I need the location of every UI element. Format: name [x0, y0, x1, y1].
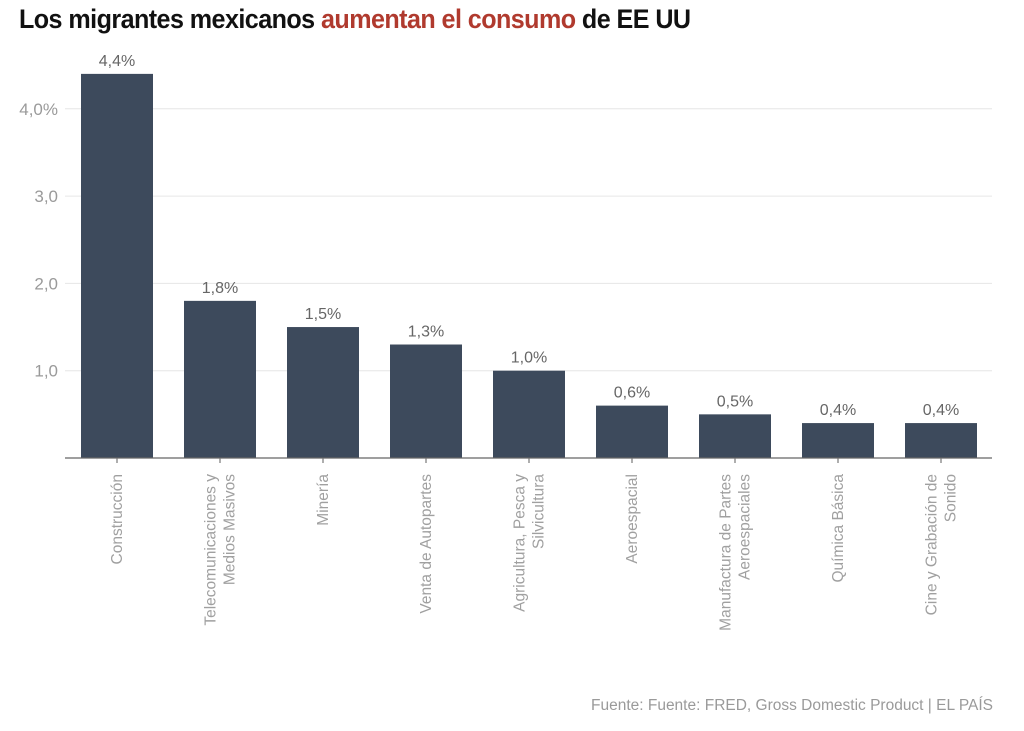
category-label: Sonido	[943, 474, 960, 522]
category-label: Construcción	[109, 474, 126, 564]
data-label: 1,3%	[408, 324, 444, 341]
category-label: Aeroespacial	[624, 474, 641, 564]
category-label: Manufactura de Partes	[718, 474, 735, 631]
category-label-group: Manufactura de Partes Aeroespaciales	[718, 474, 754, 631]
bars	[81, 73, 977, 458]
data-label: 0,4%	[923, 402, 959, 419]
bar	[905, 423, 977, 458]
category-label-group: Química Básica	[830, 474, 847, 583]
title-highlight: aumentan el consumo	[321, 4, 576, 34]
category-label: Venta de Autopartes	[418, 474, 435, 614]
bar	[184, 300, 256, 458]
category-label-group: Cine y Grabación de Sonido	[924, 474, 960, 615]
category-labels: Construcción Telecomunicaciones y Medios M…	[109, 474, 960, 631]
bar	[596, 405, 668, 458]
title-part-1: Los migrantes mexicanos	[19, 4, 322, 34]
bar	[699, 414, 771, 458]
y-tick-label: 3,0	[34, 187, 58, 206]
category-label-group: Agricultura, Pesca y Silvicultura	[512, 474, 548, 612]
data-label: 0,5%	[717, 393, 753, 410]
category-label: Cine y Grabación de	[924, 474, 941, 615]
data-labels: 4,4% 1,8% 1,5% 1,3% 1,0% 0,6% 0,5% 0,4% 0,4%	[99, 53, 959, 419]
data-label: 1,0%	[511, 350, 547, 367]
category-label-group: Construcción	[109, 474, 126, 564]
y-tick-label: 1,0	[34, 362, 58, 381]
y-tick-label: 2,0	[34, 274, 58, 293]
data-label: 0,4%	[820, 402, 856, 419]
bar	[802, 423, 874, 458]
data-label: 1,5%	[305, 306, 341, 323]
category-label-group: Minería	[315, 474, 332, 526]
category-label-group: Venta de Autopartes	[418, 474, 435, 614]
category-label: Telecomunicaciones y	[203, 474, 220, 626]
data-label: 1,8%	[202, 280, 238, 297]
source-note: Fuente: Fuente: FRED, Gross Domestic Pro…	[590, 697, 993, 714]
category-label: Minería	[315, 474, 332, 526]
y-tick-label: 4,0%	[19, 100, 58, 119]
bar	[493, 370, 565, 458]
x-axis	[65, 457, 992, 463]
category-label: Aeroespaciales	[737, 474, 754, 580]
category-label: Medios Masivos	[222, 474, 239, 585]
bar	[81, 73, 153, 458]
bar	[287, 327, 359, 458]
y-axis: 1,0 2,0 3,0 4,0%	[19, 100, 58, 381]
bar-chart: 1,0 2,0 3,0 4,0% 4,4% 1,8% 1,5% 1,3% 1,0% 0,6% 0,…	[19, 53, 992, 631]
chart-title: Los migrantes mexicanos aumentan el cons…	[19, 4, 691, 35]
category-label-group: Telecomunicaciones y Medios Masivos	[203, 474, 239, 626]
data-label: 0,6%	[614, 385, 650, 402]
title-part-2: de EE UU	[575, 4, 691, 34]
data-label: 4,4%	[99, 53, 135, 70]
category-label: Silvicultura	[531, 474, 548, 549]
category-label-group: Aeroespacial	[624, 474, 641, 564]
bar	[390, 344, 462, 458]
category-label: Química Básica	[830, 474, 847, 583]
category-label: Agricultura, Pesca y	[512, 474, 529, 612]
